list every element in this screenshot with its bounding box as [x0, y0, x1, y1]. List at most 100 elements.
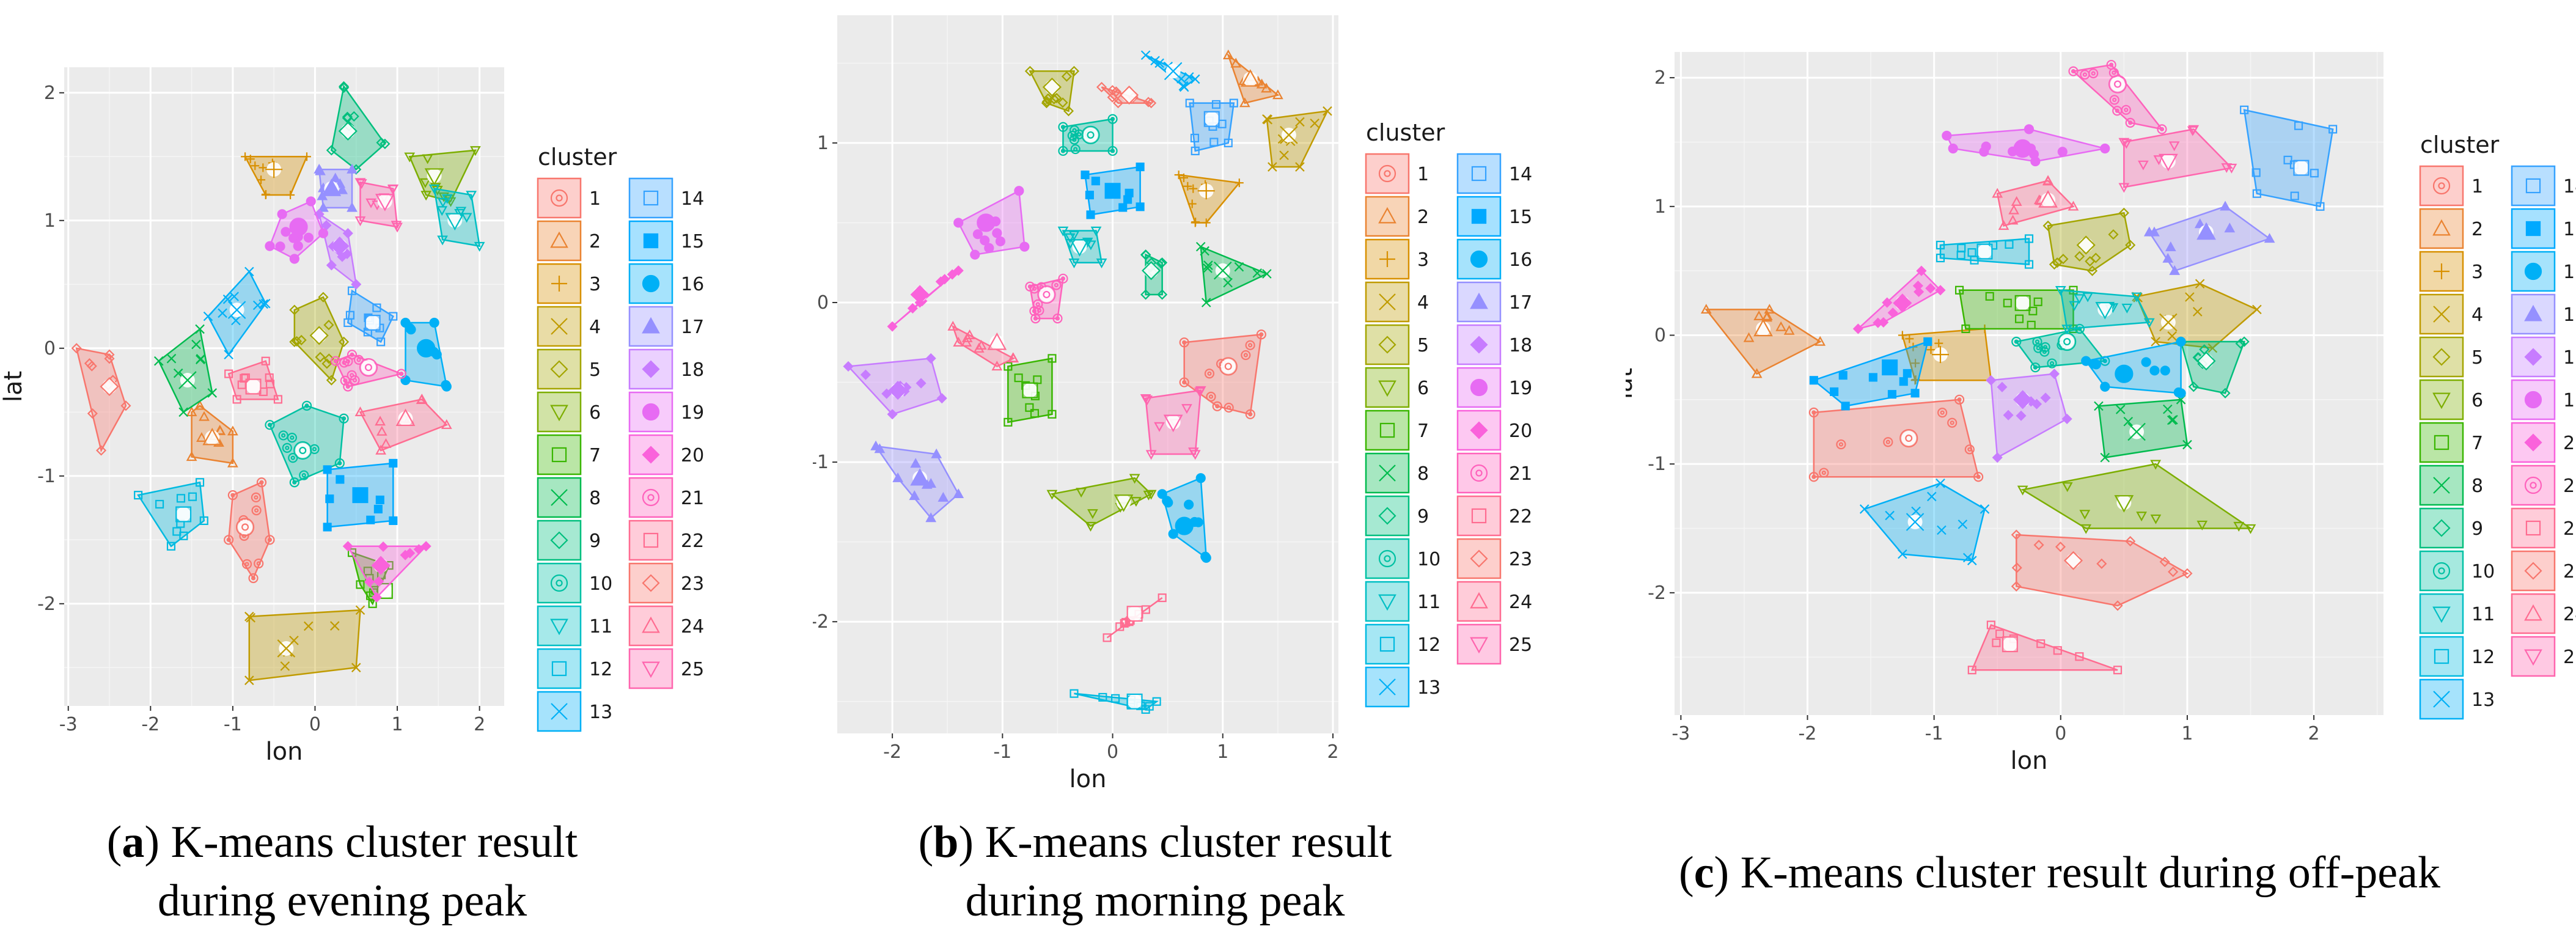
chart-c-y-tick-label: -2: [1648, 582, 1666, 604]
chart-b-legend-label-22: 22: [1509, 506, 1532, 527]
chart-a-cluster-22-point: [232, 395, 241, 404]
chart-c-cluster-15: [1809, 337, 1932, 411]
chart-b-cluster-7-centroid-bg: [1022, 383, 1038, 398]
chart-b-cluster-6: [1046, 474, 1157, 532]
chart-b-legend-marker-5: [1378, 336, 1396, 354]
chart-c-legend-key-1: [2419, 165, 2464, 207]
chart-a-legend-label-6: 6: [589, 402, 601, 424]
chart-b-cluster-13-point: [1154, 58, 1164, 68]
chart-c-cluster-25-point: [2226, 163, 2237, 174]
chart-a-cluster-11-point: [441, 194, 453, 204]
chart-b-cluster-17-point: [938, 491, 949, 502]
chart-a-cluster-13-point: [231, 315, 241, 326]
chart-a-cluster-4-point: [280, 661, 290, 671]
chart-a-legend-label-8: 8: [589, 488, 601, 509]
chart-c-cluster-25-hull: [2123, 128, 2233, 188]
chart-c-cluster-20-point: [1882, 297, 1893, 308]
chart-c-cluster-12-point: [1967, 248, 1976, 257]
chart-b-cluster-14-centroid: [1203, 111, 1220, 127]
chart-c-cluster-21-point: [2109, 95, 2119, 105]
chart-a-cluster-24-point: [375, 444, 387, 455]
chart-a-cluster-1-centroid-bg: [238, 520, 253, 535]
chart-b-cluster-15-centroid: [1104, 183, 1121, 199]
chart-a-cluster-19-point: [275, 241, 285, 252]
chart-a-legend-label-7: 7: [589, 445, 601, 466]
chart-c-cluster-23-point: [2125, 536, 2136, 547]
chart-c-cluster-1-point: [1947, 417, 1958, 428]
chart-c-legend-marker-11: [2432, 606, 2451, 623]
chart-c-x-tick-label: 0: [2055, 723, 2066, 744]
chart-a-cluster-11-point: [436, 206, 448, 216]
chart-c-cluster-13-point: [1911, 506, 1921, 516]
chart-a-legend-marker-11: [550, 619, 568, 636]
chart-b-cluster-21-centroid-bg: [1039, 287, 1054, 302]
chart-c-legend-title: cluster: [2420, 131, 2500, 158]
chart-a-legend-key-10: [537, 562, 582, 604]
chart-a-cluster-17-point: [315, 165, 326, 175]
chart-b-cluster-15-point: [1085, 191, 1094, 200]
chart-c-cluster-20-centroid: [1893, 293, 1912, 313]
chart-c-legend-marker-23: [2524, 562, 2542, 580]
chart-a-cluster-15-point: [389, 516, 398, 525]
chart-c-cluster-2-point: [1761, 312, 1772, 322]
chart-b-legend-key-16: [1456, 238, 1502, 280]
chart-a-cluster-1-centroid: [235, 518, 255, 537]
chart-a-cluster-3-point: [286, 191, 295, 199]
chart-c-cluster-20: [1852, 265, 1946, 334]
chart-b-cluster-3-point: [1187, 199, 1197, 208]
chart-c-cluster-11-point: [2061, 325, 2073, 335]
chart-a-cluster-15-point: [375, 495, 384, 504]
chart-a-cluster-22-point: [259, 387, 268, 397]
chart-c-legend-marker-2: [2432, 219, 2451, 236]
chart-b-cluster-6-point: [1046, 490, 1058, 500]
chart-c-legend-key-23: [2511, 550, 2556, 592]
chart-b-cluster-21-centroid: [1037, 285, 1056, 304]
chart-a-cluster-22-point: [265, 373, 274, 383]
chart-b-legend-label-20: 20: [1509, 420, 1532, 442]
chart-a-cluster-11-centroid: [445, 213, 465, 231]
chart-c-cluster-14-point: [2251, 168, 2261, 177]
chart-c-cluster-14-point: [2290, 191, 2299, 200]
chart-c-cluster-6-hull: [2020, 463, 2253, 529]
chart-a-cluster-24-point: [380, 438, 392, 448]
chart-c-legend-marker-10: [2432, 562, 2451, 580]
chart-b-cluster-21: [1025, 273, 1068, 324]
chart-a-cluster-9-centroid: [338, 121, 358, 141]
chart-b-cluster-8-point: [1200, 246, 1209, 256]
chart-a-cluster-14-point: [376, 337, 386, 347]
chart-a-y-tick-label: 1: [44, 210, 56, 232]
chart-b-legend-label-4: 4: [1417, 292, 1429, 314]
chart-c-x-tick-label: -3: [1671, 723, 1690, 744]
chart-a-legend-marker-22: [643, 532, 659, 548]
chart-a-legend-label-1: 1: [589, 188, 601, 210]
chart-a-cluster-11-point: [466, 191, 477, 201]
chart-c-legend-label-7: 7: [2471, 433, 2483, 454]
chart-a-cluster-1-point: [265, 535, 275, 545]
chart-c-cluster-14-point: [2294, 121, 2303, 130]
chart-c-legend-marker-22: [2525, 520, 2541, 536]
chart-a-legend-label-18: 18: [681, 359, 704, 381]
chart-c-cluster-23-point: [2011, 562, 2022, 573]
chart-a-cluster-5-centroid: [309, 326, 329, 345]
chart-c-cluster-1-hull: [1813, 398, 1980, 478]
chart-a-cluster-25-point: [391, 221, 402, 231]
chart-c-legend-key-25: [2511, 636, 2556, 677]
chart-b-cluster-25-point: [1194, 387, 1205, 397]
chart-c-cluster-25-point: [2187, 126, 2198, 136]
chart-b-cluster-22-point: [1121, 618, 1131, 627]
chart-a-cluster-8: [153, 324, 218, 417]
chart-c-cluster-16-point: [2141, 357, 2151, 367]
chart-a-legend-label-3: 3: [589, 274, 601, 295]
chart-a-legend-key-7: [537, 434, 582, 475]
chart-c-cluster-18-point: [2003, 409, 2014, 420]
chart-c-cluster-14: [2240, 105, 2338, 211]
chart-c-cluster-24-centroid-bg: [2041, 193, 2056, 208]
chart-a-cluster-17-point: [318, 202, 329, 212]
chart-b-legend-marker-1: [1378, 164, 1396, 183]
chart-a-y-tick-label: 0: [44, 338, 56, 359]
chart-a-cluster-5-point: [339, 336, 350, 347]
chart-a-cluster-25-centroid: [375, 194, 395, 211]
chart-b-cluster-8-centroid: [1213, 261, 1232, 280]
chart-b-y-tick-label: 1: [817, 133, 829, 154]
chart-c-cluster-15-point: [1838, 371, 1848, 380]
